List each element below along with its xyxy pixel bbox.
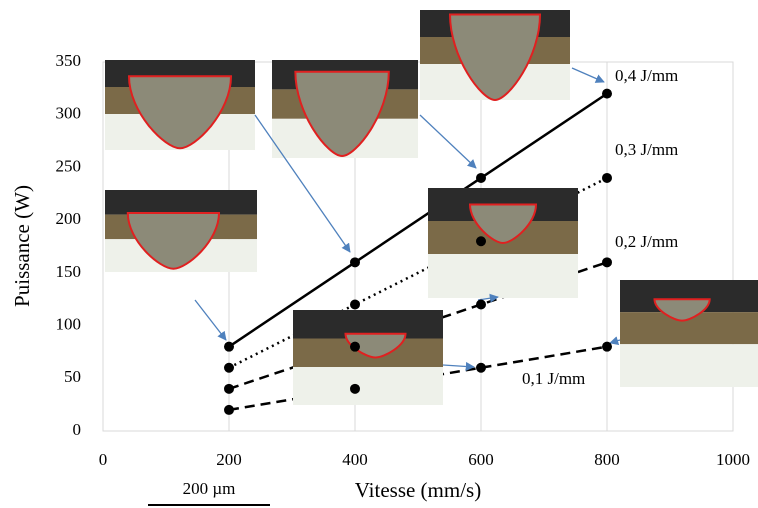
micrograph [428, 188, 578, 298]
micrograph [105, 190, 257, 272]
data-point [350, 299, 360, 310]
series-label: 0,4 J/mm [615, 66, 678, 85]
micrograph [293, 310, 443, 405]
melt-pool [653, 298, 711, 322]
series-line [228, 176, 608, 369]
arrow [254, 114, 351, 253]
data-point [602, 341, 612, 352]
data-point [224, 362, 234, 373]
x-tick-label: 800 [594, 450, 620, 469]
melt-pool [468, 203, 538, 245]
melt-pool [448, 13, 542, 102]
data-point [602, 172, 612, 183]
data-point [224, 341, 234, 352]
series-label: 0,2 J/mm [615, 232, 678, 251]
y-tick-label: 50 [64, 367, 81, 386]
y-tick-label: 300 [56, 104, 82, 123]
series-label: 0,3 J/mm [615, 140, 678, 159]
micrograph-substrate [620, 344, 758, 387]
data-point [476, 299, 486, 310]
scale-bar-label: 200 µm [183, 479, 236, 498]
arrow [442, 361, 475, 372]
series-label: 0,1 J/mm [522, 369, 585, 388]
data-point [476, 172, 486, 183]
x-tick-label: 400 [342, 450, 368, 469]
micrograph-top [105, 190, 257, 215]
x-tick-label: 200 [216, 450, 242, 469]
data-point [350, 341, 360, 352]
data-point [224, 383, 234, 394]
y-tick-label: 0 [73, 420, 82, 439]
y-tick-label: 350 [56, 51, 82, 70]
micrograph [420, 10, 570, 102]
y-tick-label: 250 [56, 156, 82, 175]
micrograph-substrate [428, 254, 578, 298]
y-axis-label: Puissance (W) [10, 185, 34, 307]
micrograph-substrate [293, 367, 443, 405]
y-tick-label: 150 [56, 262, 82, 281]
micrograph [620, 280, 758, 387]
melt-pool [294, 70, 390, 158]
data-point [350, 257, 360, 268]
micrograph [105, 60, 255, 150]
arrow [571, 67, 605, 83]
arrow [194, 299, 227, 341]
data-point [602, 257, 612, 268]
x-tick-label: 0 [99, 450, 108, 469]
x-tick-label: 1000 [716, 450, 750, 469]
y-tick-label: 200 [56, 209, 82, 228]
y-tick-label: 100 [56, 314, 82, 333]
micrograph [272, 60, 418, 158]
melt-pool [126, 211, 221, 270]
data-point [476, 362, 486, 373]
data-point [476, 236, 486, 247]
arrow [609, 336, 621, 346]
data-point [602, 88, 612, 99]
melt-pool [127, 75, 233, 150]
data-point [350, 383, 360, 394]
arrow [419, 114, 477, 169]
series-line [228, 92, 608, 348]
x-axis-label: Vitesse (mm/s) [355, 478, 481, 502]
x-tick-label: 600 [468, 450, 494, 469]
data-point [224, 404, 234, 415]
